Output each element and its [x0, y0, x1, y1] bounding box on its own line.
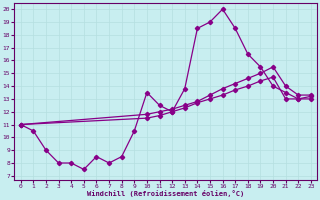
X-axis label: Windchill (Refroidissement éolien,°C): Windchill (Refroidissement éolien,°C) [87, 190, 244, 197]
